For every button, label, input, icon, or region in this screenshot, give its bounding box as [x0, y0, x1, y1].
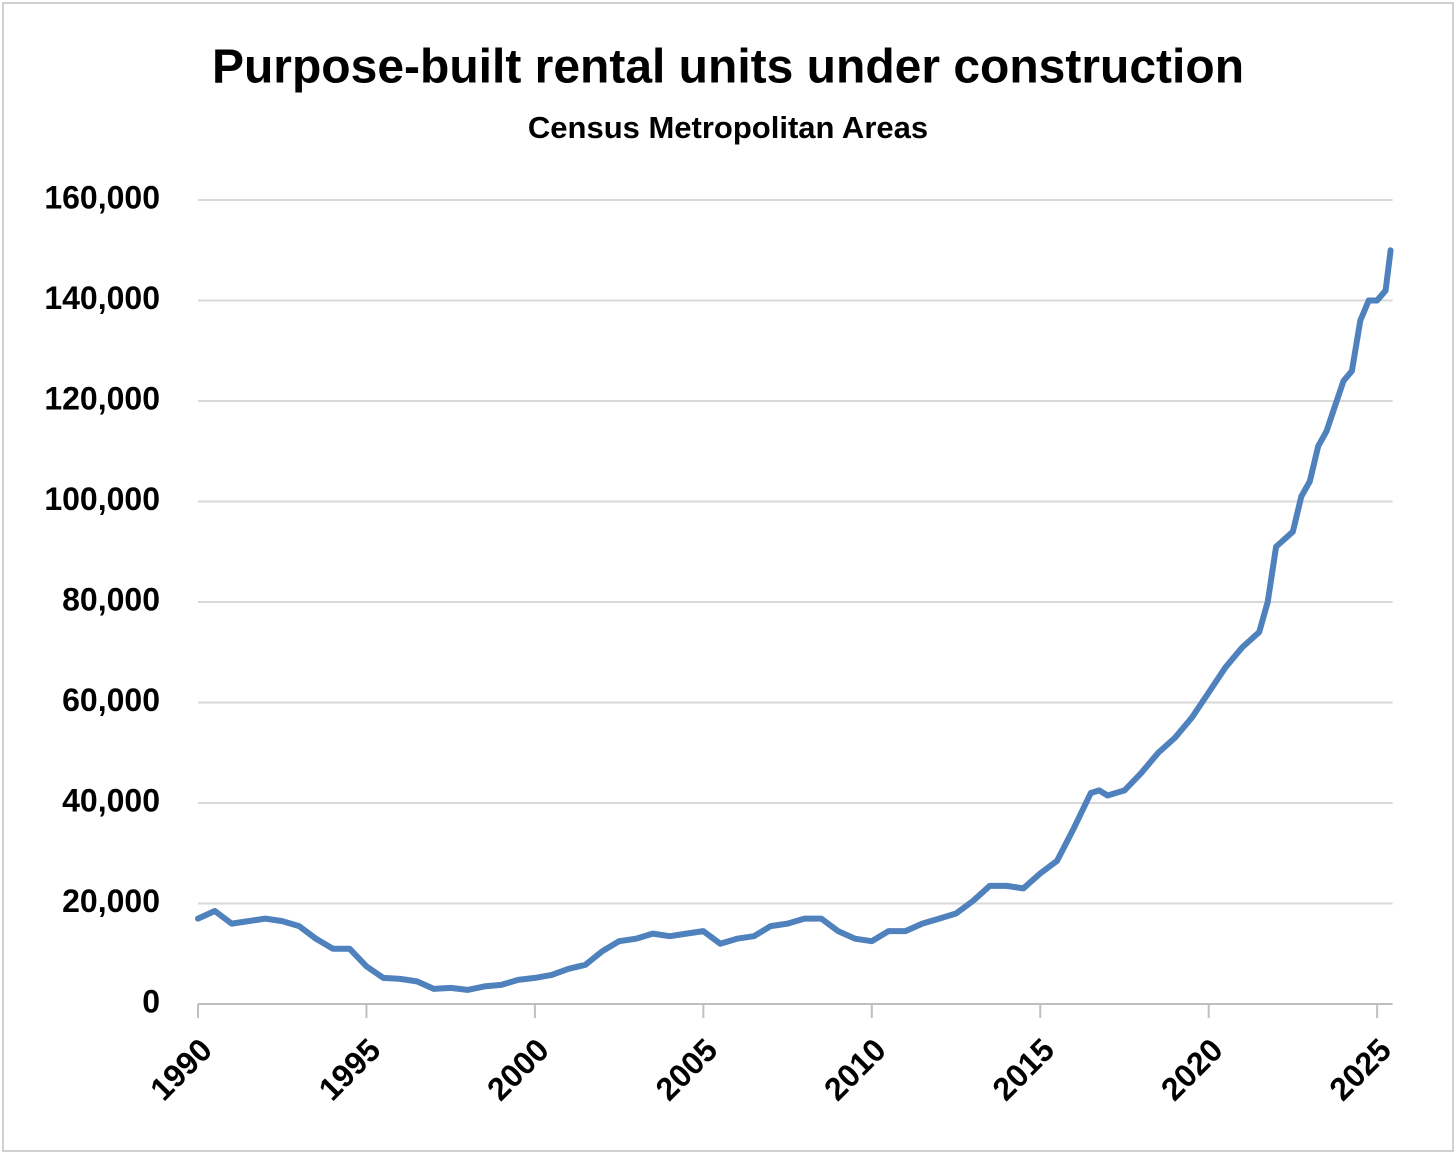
y-tick-label: 40,000 — [62, 782, 160, 818]
y-tick-label: 80,000 — [62, 581, 160, 617]
y-tick-label: 120,000 — [44, 380, 160, 416]
data-line — [195, 247, 1394, 993]
chart-subtitle: Census Metropolitan Areas — [528, 110, 928, 145]
y-tick-label: 160,000 — [44, 179, 160, 215]
y-tick-label: 60,000 — [62, 682, 160, 718]
y-tick-label: 0 — [142, 983, 160, 1019]
y-tick-label: 140,000 — [44, 280, 160, 316]
y-tick-label: 20,000 — [62, 883, 160, 919]
y-tick-label: 100,000 — [44, 481, 160, 517]
chart-title: Purpose-built rental units under constru… — [212, 41, 1244, 94]
